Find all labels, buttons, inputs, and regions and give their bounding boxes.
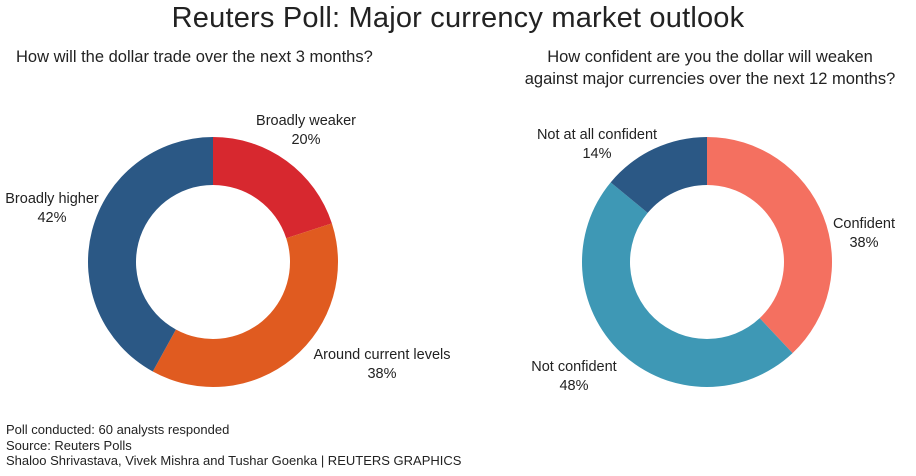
left-value-around-current: 38% xyxy=(367,366,396,382)
right-question-line-1: How confident are you the dollar will we… xyxy=(547,48,873,66)
footer-credit: Shaloo Shrivastava, Vivek Mishra and Tus… xyxy=(6,453,462,468)
left-slice-broadly-weaker xyxy=(213,137,332,239)
right-slice-confident xyxy=(707,137,832,354)
right-chart-question: How confident are you the dollar will we… xyxy=(505,46,915,90)
left-chart-question: How will the dollar trade over the next … xyxy=(16,48,373,66)
left-label-broadly-higher: Broadly higher xyxy=(5,191,99,207)
right-value-not-confident: 48% xyxy=(559,378,588,394)
left-label-broadly-weaker: Broadly weaker xyxy=(256,113,356,129)
left-slice-around-current-levels xyxy=(152,223,338,387)
left-slice-broadly-higher xyxy=(88,137,213,372)
left-value-broadly-higher: 42% xyxy=(37,210,66,226)
left-donut-chart xyxy=(88,137,338,387)
right-slice-not-confident xyxy=(582,182,793,387)
right-label-confident: Confident xyxy=(833,216,895,232)
footer: Poll conducted: 60 analysts responded So… xyxy=(6,422,461,469)
page-title: Reuters Poll: Major currency market outl… xyxy=(171,2,745,34)
right-slice-not-at-all-confident xyxy=(610,137,707,213)
left-value-broadly-weaker: 20% xyxy=(291,132,320,148)
right-donut-chart xyxy=(582,137,832,387)
right-value-not-at-all-confident: 14% xyxy=(582,146,611,162)
footer-note: Poll conducted: 60 analysts responded xyxy=(6,422,230,437)
right-value-confident: 38% xyxy=(849,235,878,251)
right-label-not-at-all-confident: Not at all confident xyxy=(537,127,657,143)
footer-source: Source: Reuters Polls xyxy=(6,437,132,453)
right-label-not-confident: Not confident xyxy=(531,359,616,375)
right-question-line-2: against major currencies over the next 1… xyxy=(524,70,896,88)
left-label-around-current: Around current levels xyxy=(313,347,450,363)
